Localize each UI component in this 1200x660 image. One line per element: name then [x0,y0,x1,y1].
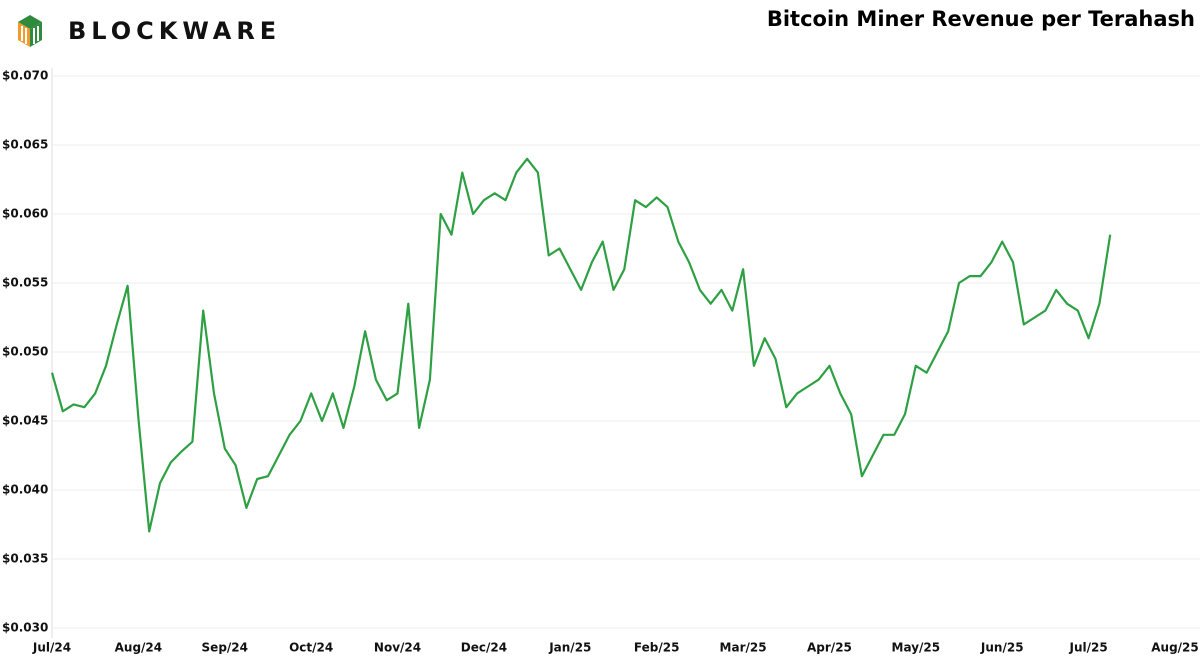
x-tick-label: Jun/25 [980,641,1024,655]
x-tick-label: Nov/24 [374,641,421,655]
x-tick-label: Dec/24 [461,641,507,655]
y-tick-label: $0.055 [2,276,48,290]
x-tick-label: Aug/25 [1151,641,1199,655]
chart-title: Bitcoin Miner Revenue per Terahash [767,7,1195,31]
x-tick-label: Sep/24 [202,641,248,655]
data-line [50,157,1112,533]
y-tick-label: $0.035 [2,552,48,566]
brand: BLOCKWARE [68,17,281,45]
x-tick-label: Mar/25 [720,641,767,655]
x-tick-label: Oct/24 [289,641,333,655]
y-tick-label: $0.040 [2,483,48,497]
y-tick-label: $0.060 [2,207,48,221]
x-tick-label: Jan/25 [548,641,591,655]
x-tick-label: Jul/25 [1069,641,1108,655]
x-tick-label: Aug/24 [115,641,163,655]
y-tick-label: $0.045 [2,414,48,428]
x-tick-label: May/25 [892,641,941,655]
y-tick-label: $0.050 [2,345,48,359]
y-tick-label: $0.030 [2,621,48,635]
x-tick-label: Jul/24 [32,641,71,655]
y-tick-label: $0.065 [2,138,48,152]
x-tick-label: Feb/25 [634,641,680,655]
x-tick-label: Apr/25 [807,641,852,655]
logo-icon [18,15,42,47]
y-tick-label: $0.070 [2,69,48,83]
